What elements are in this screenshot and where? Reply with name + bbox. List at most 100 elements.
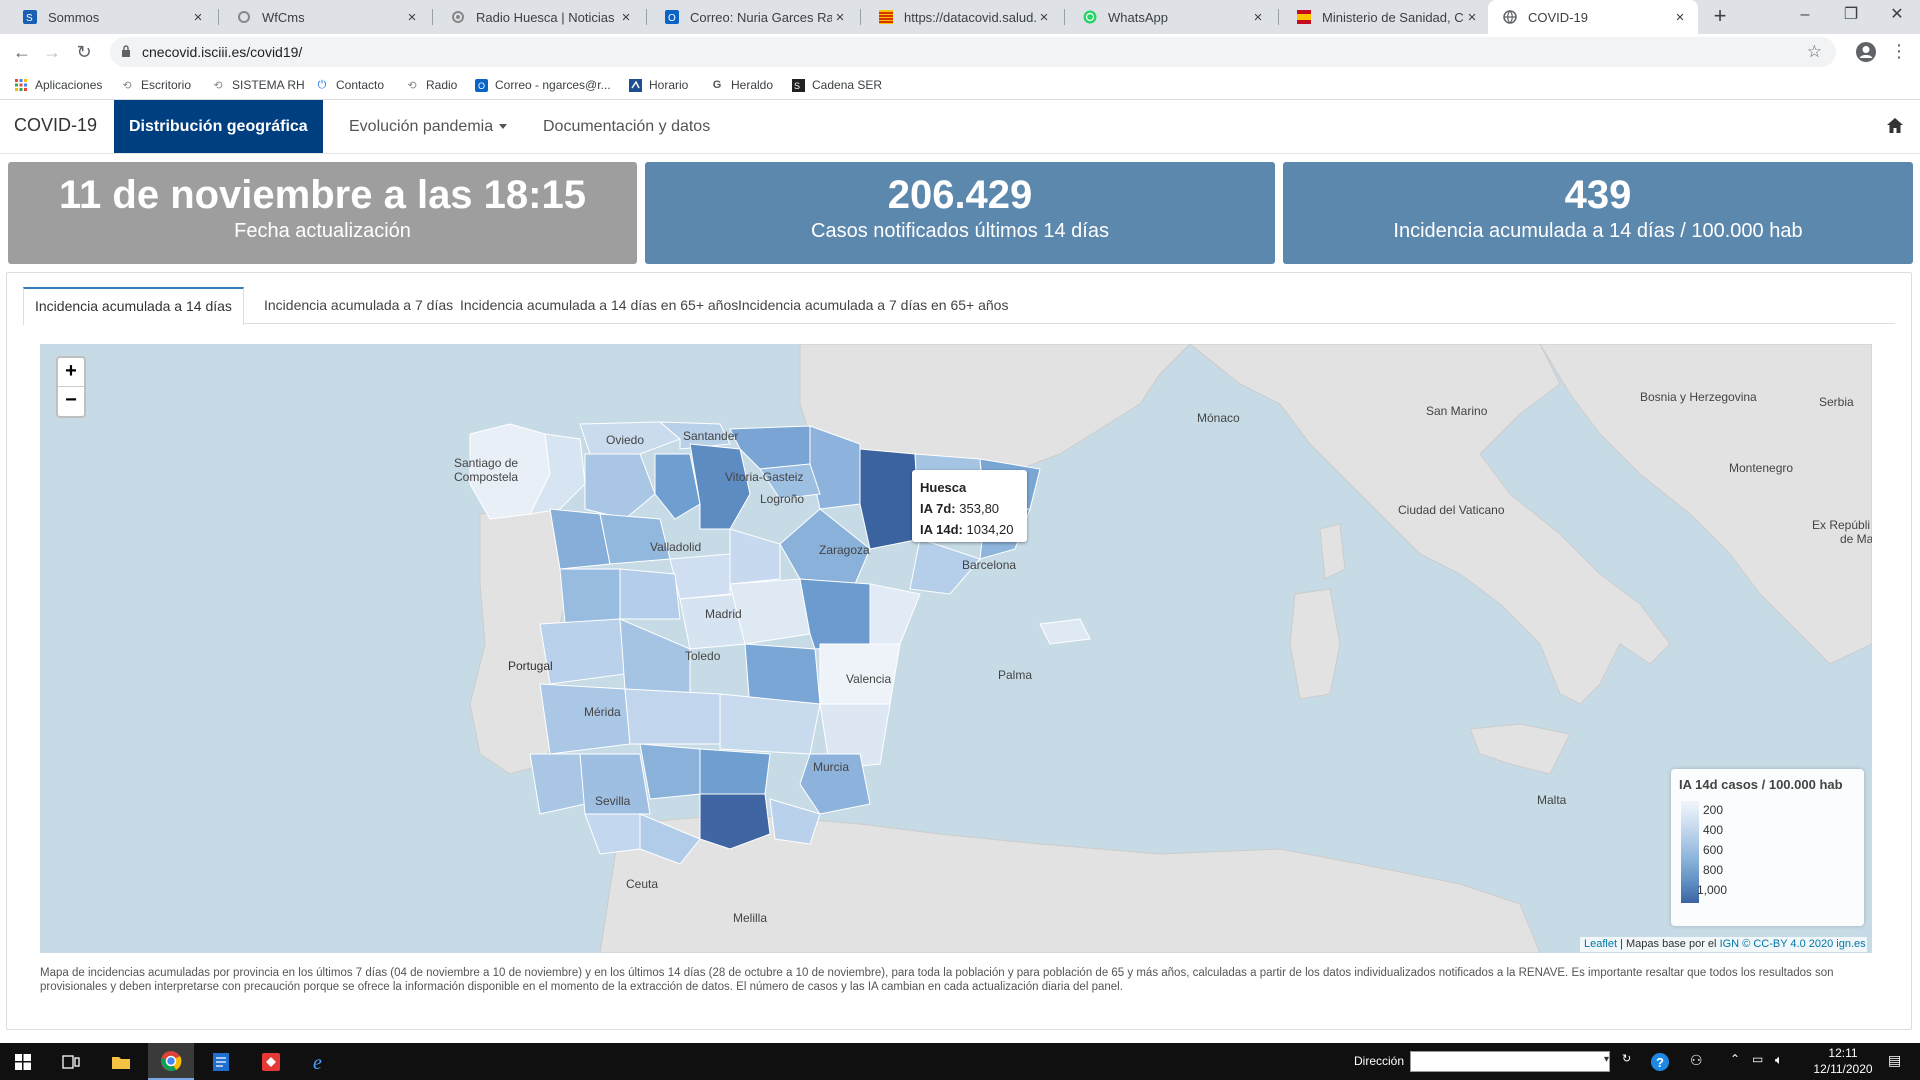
province-salamanca: [559, 568, 621, 625]
tab-ia-14-dias[interactable]: Incidencia acumulada a 14 días: [23, 287, 244, 325]
bookmark-label: Aplicaciones: [35, 78, 103, 92]
maximize-icon[interactable]: ❐: [1843, 6, 1859, 23]
new-tab-button[interactable]: +: [1713, 3, 1727, 28]
browser-tab-covid19[interactable]: COVID-19 ×: [1488, 0, 1698, 34]
close-tab-icon[interactable]: ×: [1467, 8, 1477, 26]
forward-icon[interactable]: →: [43, 42, 61, 62]
attribution-text: | Mapas base por el: [1617, 938, 1720, 950]
map-label-murcia: Murcia: [813, 760, 850, 774]
tab-ia-7-dias[interactable]: Incidencia acumulada a 7 días: [264, 297, 454, 313]
browser-tab-ministerio[interactable]: Ministerio de Sanidad, Consumo ×: [1282, 0, 1490, 34]
bookmark-sistema-rh[interactable]: ⟲ SISTEMA RH: [211, 76, 304, 94]
link-icon: ⟲: [213, 79, 223, 92]
map-tabs: Incidencia acumulada a 14 días Incidenci…: [23, 287, 1895, 325]
close-tab-icon[interactable]: ×: [1675, 8, 1685, 26]
bookmark-cadena-ser[interactable]: S Cadena SER: [791, 76, 882, 94]
network-icon[interactable]: ▭: [1752, 1052, 1764, 1066]
zoom-in-button[interactable]: +: [58, 358, 84, 387]
close-tab-icon[interactable]: ×: [1039, 8, 1049, 26]
province-cadiz: [584, 813, 641, 855]
bookmark-star-icon[interactable]: ☆: [1806, 42, 1822, 61]
svg-text:S: S: [794, 81, 800, 91]
chevron-down-icon[interactable]: ▾: [1604, 1054, 1610, 1065]
people-icon[interactable]: ⚇: [1690, 1052, 1703, 1068]
anydesk-taskbar-icon[interactable]: [248, 1043, 294, 1080]
task-view-icon[interactable]: [48, 1043, 94, 1080]
svg-text:e: e: [313, 1052, 322, 1073]
window-close-icon[interactable]: ✕: [1890, 6, 1904, 23]
map-canvas[interactable]: [40, 344, 1872, 953]
tab-separator: [218, 9, 219, 25]
close-tab-icon[interactable]: ×: [835, 8, 845, 26]
province-rioja: [759, 463, 821, 500]
map-label-vitoria: Vitoria-Gasteiz: [725, 470, 804, 484]
bookmark-contacto[interactable]: ⏻ Contacto: [315, 76, 384, 94]
ser-icon: S: [791, 78, 805, 92]
profile-avatar-icon[interactable]: [1855, 41, 1877, 63]
browser-tab-whatsapp[interactable]: WhatsApp ×: [1068, 0, 1276, 34]
refresh-icon[interactable]: ↻: [1622, 1053, 1632, 1065]
browser-tab-datacovid[interactable]: https://datacovid.salud.aragon.es ×: [864, 0, 1062, 34]
browser-tab-correo[interactable]: O Correo: Nuria Garces Ramon ×: [650, 0, 858, 34]
bookmark-horario[interactable]: Horario: [628, 76, 688, 94]
taskbar-clock[interactable]: 12:11 12/11/2020: [1808, 1045, 1878, 1077]
close-tab-icon[interactable]: ×: [407, 8, 417, 26]
zoom-out-button[interactable]: −: [65, 389, 77, 411]
choropleth-map[interactable]: + − Oviedo Santander Santiago de Compost…: [40, 344, 1872, 953]
minimize-icon[interactable]: –: [1800, 6, 1810, 23]
windows-start-icon[interactable]: [0, 1043, 46, 1080]
tab-title: Correo: Nuria Garces Ramon: [690, 9, 832, 25]
province-huelva: [529, 753, 586, 815]
nav-evolucion-pandemia[interactable]: Evolución pandemia: [334, 100, 522, 153]
browser-menu-icon[interactable]: ⋮: [1890, 41, 1908, 61]
address-bar[interactable]: cnecovid.isciii.es/covid19/ ☆: [110, 37, 1836, 67]
close-tab-icon[interactable]: ×: [621, 8, 631, 26]
zoom-control: + −: [56, 356, 86, 418]
power-icon: ⏻: [317, 78, 327, 91]
province-toledo: [619, 618, 691, 695]
file-explorer-icon[interactable]: [98, 1043, 144, 1080]
reload-icon[interactable]: ↻: [76, 42, 92, 62]
map-label-melilla: Melilla: [733, 911, 768, 925]
internet-explorer-icon[interactable]: e: [298, 1043, 344, 1080]
ign-link[interactable]: IGN: [1719, 938, 1740, 950]
url-text: cnecovid.isciii.es/covid19/: [142, 44, 303, 60]
license-link[interactable]: © CC-BY 4.0 2020 ign.es: [1742, 938, 1866, 950]
province-tooltip: Huesca IA 7d: 353,80 IA 14d: 1034,20: [912, 470, 1027, 542]
browser-tab-radio-huesca[interactable]: Radio Huesca | Noticias de Huesca ×: [436, 0, 644, 34]
back-icon[interactable]: ←: [13, 42, 31, 62]
close-tab-icon[interactable]: ×: [193, 8, 203, 26]
bookmark-heraldo[interactable]: G Heraldo: [710, 76, 773, 94]
nav-distribucion-geografica[interactable]: Distribución geográfica: [114, 100, 323, 153]
bookmark-correo[interactable]: O Correo - ngarces@r...: [474, 76, 611, 94]
home-icon[interactable]: [1886, 117, 1904, 135]
close-tab-icon[interactable]: ×: [1253, 8, 1263, 26]
notepad-taskbar-icon[interactable]: [198, 1043, 244, 1080]
province-valladolid: [599, 513, 671, 565]
tab-ia-14-dias-65[interactable]: Incidencia acumulada a 14 días en 65+ añ…: [460, 297, 739, 313]
map-label-madrid: Madrid: [705, 607, 742, 621]
notification-icon[interactable]: ▤: [1888, 1052, 1902, 1068]
link-icon: ⟲: [407, 79, 417, 92]
tab-title: COVID-19: [1528, 9, 1588, 25]
browser-tab-wfcms[interactable]: WfCms ×: [222, 0, 430, 34]
brand-title[interactable]: COVID-19: [14, 115, 98, 135]
legend-title: IA 14d casos / 100.000 hab: [1679, 777, 1843, 792]
leaflet-link[interactable]: Leaflet: [1584, 938, 1618, 950]
chrome-taskbar-icon[interactable]: [148, 1043, 194, 1080]
nav-documentacion-datos[interactable]: Documentación y datos: [543, 118, 711, 135]
address-toolbar-input[interactable]: [1410, 1051, 1610, 1072]
bookmark-radio[interactable]: ⟲ Radio: [405, 76, 457, 94]
bookmark-aplicaciones[interactable]: Aplicaciones: [14, 76, 102, 94]
map-label-logrono: Logroño: [760, 492, 805, 506]
tab-separator: [1278, 9, 1279, 25]
bookmark-escritorio[interactable]: ⟲ Escritorio: [120, 76, 191, 94]
clock-time: 12:11: [1828, 1046, 1858, 1060]
tab-ia-7-dias-65[interactable]: Incidencia acumulada a 7 días en 65+ año…: [738, 297, 1009, 313]
chevron-up-icon[interactable]: ⌃: [1730, 1052, 1741, 1066]
help-icon[interactable]: ?: [1640, 1043, 1680, 1080]
province-palencia: [654, 453, 701, 520]
volume-icon[interactable]: 🔈︎: [1775, 1052, 1783, 1067]
tab-separator: [432, 9, 433, 25]
browser-tab-sommos[interactable]: S Sommos ×: [8, 0, 216, 34]
